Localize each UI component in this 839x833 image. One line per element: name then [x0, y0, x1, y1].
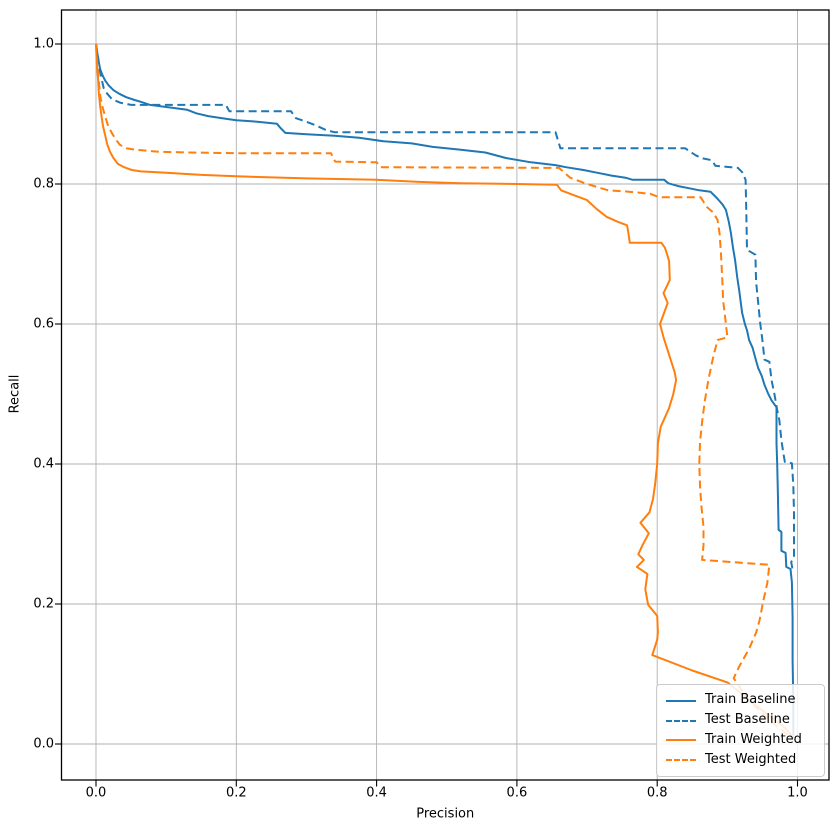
legend-label-test-weighted: Test Weighted: [705, 751, 797, 767]
x-axis-label: Precision: [416, 806, 475, 822]
x-tick-label: 0.6: [506, 785, 528, 801]
legend-label-train-weighted: Train Weighted: [705, 731, 802, 747]
legend-line-test-baseline-icon: [666, 719, 696, 722]
x-tick-label: 0.0: [85, 785, 107, 801]
y-tick-label: 0.8: [33, 176, 54, 192]
y-tick-label: 0.6: [33, 316, 54, 332]
legend-item-test-weighted: Test Weighted: [666, 751, 815, 768]
x-tick-label: 1.0: [787, 785, 808, 801]
legend-line-train-weighted-icon: [666, 739, 696, 742]
legend-item-train-baseline: Train Baseline: [666, 692, 815, 708]
x-tick-label: 0.2: [225, 785, 247, 801]
legend-item-train-weighted: Train Weighted: [666, 731, 815, 748]
x-tick-label: 0.8: [646, 785, 668, 801]
x-tick-label: 0.4: [366, 785, 387, 801]
y-tick-label: 0.4: [33, 456, 54, 472]
y-tick-label: 0.2: [33, 596, 54, 612]
legend-item-test-baseline: Test Baseline: [666, 712, 815, 728]
legend-label-test-baseline: Test Baseline: [705, 712, 790, 728]
legend-label-train-baseline: Train Baseline: [705, 692, 796, 708]
legend-line-test-weighted-icon: [666, 759, 696, 762]
y-tick-label: 1.0: [33, 36, 54, 52]
y-tick-label: 0.0: [33, 736, 54, 752]
legend-line-train-baseline-icon: [666, 699, 696, 702]
y-axis-label: Recall: [7, 374, 23, 414]
legend: Train Baseline Test Baseline Train Weigh…: [656, 684, 825, 777]
